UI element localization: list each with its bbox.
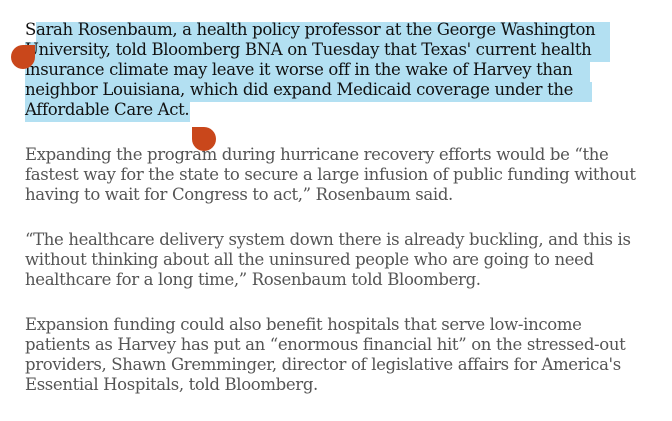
paragraph[interactable]: Expanding the program during hurricane r… <box>25 145 636 204</box>
article-body: Sarah Rosenbaum, a health policy profess… <box>25 20 665 395</box>
paragraph-selected[interactable]: Sarah Rosenbaum, a health policy profess… <box>25 20 596 119</box>
paragraph[interactable]: Expansion funding could also benefit hos… <box>25 315 626 394</box>
selection-start-handle[interactable] <box>11 45 35 69</box>
paragraph[interactable]: “The healthcare delivery system down the… <box>25 230 631 289</box>
selection-end-handle[interactable] <box>192 127 216 151</box>
